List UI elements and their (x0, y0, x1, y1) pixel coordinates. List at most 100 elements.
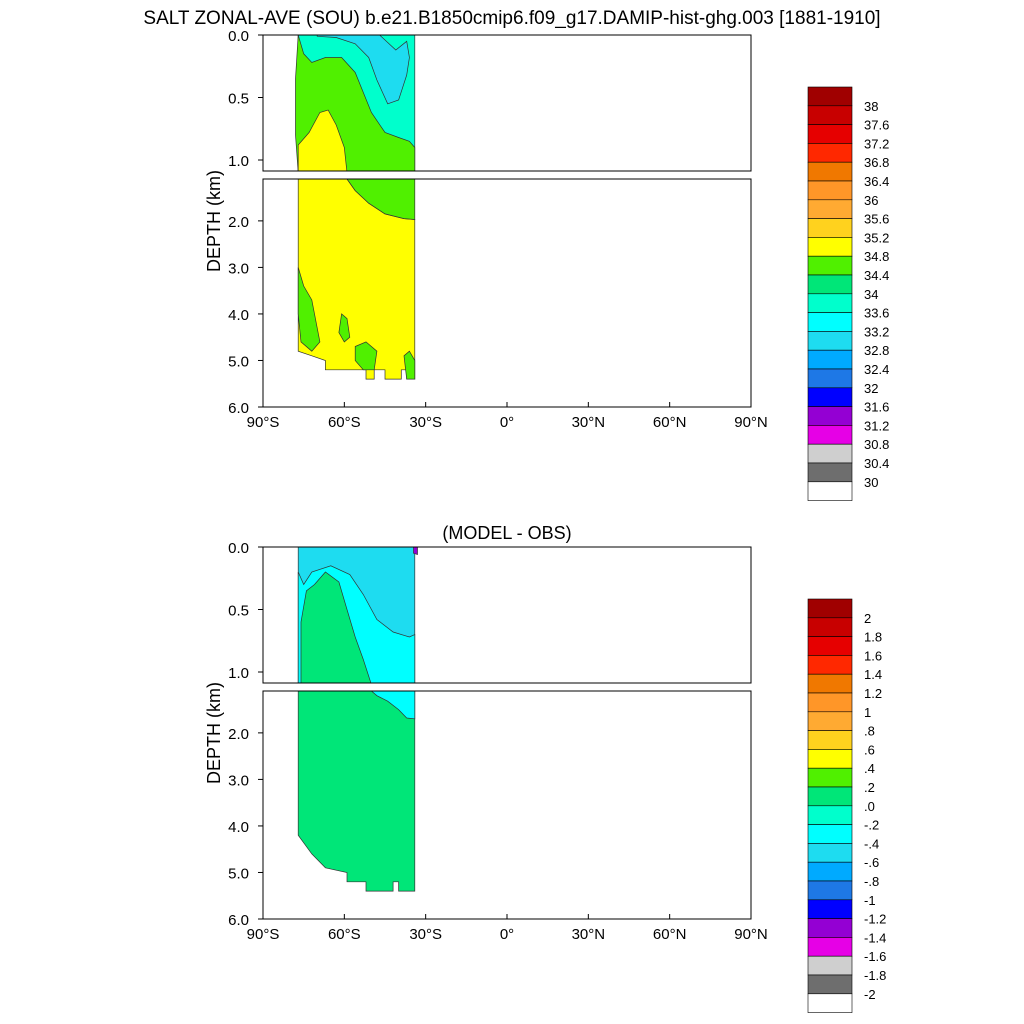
colorbar-box (807, 86, 853, 107)
x-tick-label: 60°N (653, 414, 687, 431)
colorbar-box (807, 937, 853, 957)
colorbar-label: 30.4 (864, 456, 889, 471)
x-tick-label: 90°N (734, 414, 768, 431)
colorbar-label: 35.2 (864, 230, 889, 245)
colorbar-box (807, 880, 853, 901)
contour-region-7 (297, 267, 321, 352)
colorbar-box (807, 993, 853, 1013)
colorbar-label: -1.2 (864, 912, 886, 927)
x-tick-label: 30°S (409, 414, 442, 431)
colorbar-box (807, 767, 853, 788)
colorbar-box (807, 805, 853, 825)
colorbar-label: 31.2 (864, 418, 889, 433)
page-title: SALT ZONAL-AVE (SOU) b.e21.B1850cmip6.f0… (143, 8, 881, 29)
upper-frame (262, 546, 752, 684)
upper-field (297, 547, 418, 683)
x-tick-label: 0° (500, 414, 514, 431)
upper-field (295, 35, 416, 171)
x-tick-label: 60°S (328, 414, 361, 431)
x-tick-label: 30°N (572, 414, 606, 431)
x-tick-label: 60°S (328, 926, 361, 943)
colorbar-box (807, 955, 853, 976)
x-tick-label: 0° (500, 926, 514, 943)
contour-region-6 (370, 691, 416, 720)
y-tick-label: 2.0 (228, 214, 249, 231)
colorbar-box (807, 443, 853, 464)
colorbar-label: -1.6 (864, 949, 886, 964)
contour-region-5 (297, 691, 416, 892)
y-axis-label: DEPTH (km) (204, 170, 224, 272)
colorbar-box (807, 199, 853, 219)
contour-region-9 (354, 341, 378, 371)
x-tick-label: 90°N (734, 926, 768, 943)
colorbar-box (807, 255, 853, 276)
colorbar-label: .2 (864, 780, 875, 795)
colorbar-box (807, 406, 853, 426)
colorbar-label: 34.8 (864, 249, 889, 264)
colorbar-box (807, 481, 853, 501)
y-tick-label: 0.5 (228, 603, 249, 620)
colorbar-box (807, 711, 853, 731)
colorbar-label: 36 (864, 193, 878, 208)
contour-region-4 (413, 547, 418, 555)
colorbar-box (807, 368, 853, 389)
colorbar-box (807, 974, 853, 995)
y-tick-label: 0.0 (228, 28, 249, 45)
colorbar-box (807, 899, 853, 919)
colorbar-label: 2 (864, 611, 871, 626)
colorbar-label: 1 (864, 705, 871, 720)
colorbar-label: 32.4 (864, 362, 889, 377)
y-tick-label: 0.5 (228, 91, 249, 108)
colorbar-box (807, 861, 853, 882)
lower-field (297, 691, 416, 892)
colorbar-box (807, 918, 853, 938)
lower-field (297, 179, 416, 380)
colorbar-label: 37.6 (864, 118, 889, 133)
panel-2: (MODEL - OBS)0.00.51.02.03.04.05.06.090°… (204, 523, 886, 1013)
colorbar-box (807, 387, 853, 407)
colorbar-label: 31.6 (864, 400, 889, 415)
colorbar-label: -.4 (864, 836, 879, 851)
x-tick-label: 90°S (247, 414, 280, 431)
y-tick-label: 6.0 (228, 912, 249, 929)
panel-title: (MODEL - OBS) (442, 523, 571, 543)
colorbar-box (807, 143, 853, 163)
y-tick-label: 4.0 (228, 307, 249, 324)
colorbar-label: .4 (864, 761, 875, 776)
y-tick-label: 3.0 (228, 772, 249, 789)
colorbar-box (807, 349, 853, 370)
colorbar-box (807, 617, 853, 637)
contour-region-2 (316, 35, 410, 105)
colorbar-label: -.8 (864, 874, 879, 889)
colorbar-label: 36.4 (864, 174, 889, 189)
colorbar-box (807, 180, 853, 201)
colorbar-label: 1.4 (864, 667, 882, 682)
colorbar-label: 32 (864, 381, 878, 396)
contour-region-3 (300, 571, 372, 683)
colorbar-label: -.2 (864, 818, 879, 833)
colorbar-box (807, 843, 853, 863)
colorbar-box (807, 425, 853, 445)
contour-region-8 (338, 313, 351, 343)
colorbar-box (807, 824, 853, 844)
colorbar-box (807, 598, 853, 619)
colorbar-box (807, 636, 853, 656)
y-tick-label: 1.0 (228, 665, 249, 682)
panel-1: 0.0 0.5 1.0 2.0 3.0 4.0 5.0 6.090°S 60°S 30°S 0° 30… (204, 28, 889, 501)
colorbar-box (807, 331, 853, 351)
x-tick-label: 30°S (409, 926, 442, 943)
colorbar-box (807, 293, 853, 313)
colorbar-box (807, 462, 853, 483)
y-tick-label: 5.0 (228, 865, 249, 882)
colorbar-label: .0 (864, 799, 875, 814)
y-tick-label: 6.0 (228, 400, 249, 417)
y-tick-label: 4.0 (228, 819, 249, 836)
colorbar-label: 38 (864, 99, 878, 114)
colorbar-box (807, 786, 853, 807)
colorbar-box (807, 730, 853, 750)
colorbar-box (807, 124, 853, 144)
y-tick-label: 5.0 (228, 353, 249, 370)
x-tick-label: 30°N (572, 926, 606, 943)
colorbar-label: 34 (864, 287, 878, 302)
